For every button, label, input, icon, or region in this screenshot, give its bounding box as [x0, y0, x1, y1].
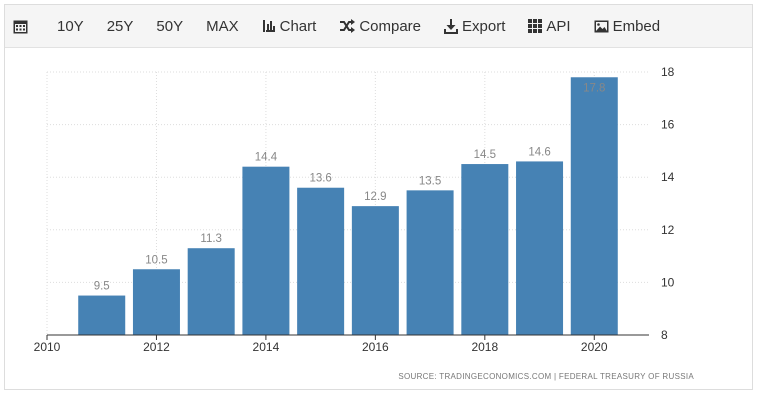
grid-icon — [528, 19, 543, 33]
x-tick-label: 2012 — [143, 340, 170, 354]
shuffle-icon — [340, 19, 356, 33]
chart-button[interactable]: Chart — [262, 17, 317, 35]
range-25y-button[interactable]: 25Y — [107, 18, 134, 35]
data-label: 11.3 — [200, 233, 222, 245]
x-tick-label: 2010 — [34, 340, 61, 354]
range-10y-button[interactable]: 10Y — [57, 18, 84, 35]
export-button[interactable]: Export — [444, 18, 505, 35]
x-tick-label: 2018 — [471, 340, 498, 354]
data-label: 14.4 — [255, 152, 278, 164]
y-tick-label: 12 — [661, 223, 675, 237]
embed-button[interactable]: Embed — [594, 17, 661, 35]
bar — [132, 269, 180, 335]
calendar-icon — [13, 20, 28, 33]
range-50y-button[interactable]: 50Y — [156, 18, 183, 35]
bar — [516, 161, 564, 335]
y-tick-label: 10 — [661, 275, 675, 289]
bar-chart-icon — [262, 20, 275, 32]
range-max-button[interactable]: MAX — [206, 18, 239, 35]
chart-toolbar: 10Y 25Y 50Y MAX Chart Compare Export — [5, 5, 752, 48]
bar — [351, 206, 399, 335]
range-25y-label: 25Y — [106, 17, 134, 35]
api-label: API — [546, 17, 571, 35]
bar-chart: 8 10 12 14 16 18 2010 2012 2014 2016 2018 2020 9.5 10… — [34, 65, 675, 354]
y-tick-label: 16 — [661, 118, 675, 132]
range-50y-label: 50Y — [156, 17, 184, 35]
data-label: 10.5 — [145, 254, 167, 266]
calendar-button[interactable] — [13, 19, 32, 34]
x-tick-label: 2014 — [253, 340, 280, 354]
data-label: 9.5 — [94, 281, 110, 293]
compare-button[interactable]: Compare — [339, 18, 421, 35]
data-label: 14.6 — [528, 146, 550, 158]
data-label: 12.9 — [364, 191, 386, 203]
y-tick-label: 18 — [661, 65, 675, 79]
image-icon — [594, 20, 609, 32]
bar — [570, 77, 618, 335]
compare-label: Compare — [359, 17, 422, 35]
data-label: 17.8 — [583, 82, 605, 94]
x-tick-label: 2016 — [362, 340, 389, 354]
chart-label: Chart — [279, 17, 317, 35]
bar — [297, 187, 345, 335]
chart-widget: 10Y 25Y 50Y MAX Chart Compare Export — [4, 4, 753, 390]
data-label: 13.5 — [419, 175, 441, 187]
bar — [461, 164, 509, 335]
y-tick-label: 14 — [661, 170, 675, 184]
api-button[interactable]: API — [528, 17, 571, 35]
y-tick-label: 8 — [661, 328, 668, 342]
bar — [187, 248, 235, 335]
download-icon — [444, 18, 459, 34]
bar — [78, 295, 126, 335]
x-tick-label: 2020 — [581, 340, 608, 354]
bar — [406, 190, 454, 335]
range-10y-label: 10Y — [57, 17, 84, 35]
embed-label: Embed — [612, 17, 661, 35]
data-label: 14.5 — [474, 149, 496, 161]
bar — [242, 166, 290, 335]
source-note: SOURCE: TRADINGECONOMICS.COM | FEDERAL T… — [398, 372, 694, 381]
data-label: 13.6 — [309, 173, 331, 185]
range-max-label: MAX — [206, 17, 239, 35]
export-label: Export — [462, 17, 506, 35]
